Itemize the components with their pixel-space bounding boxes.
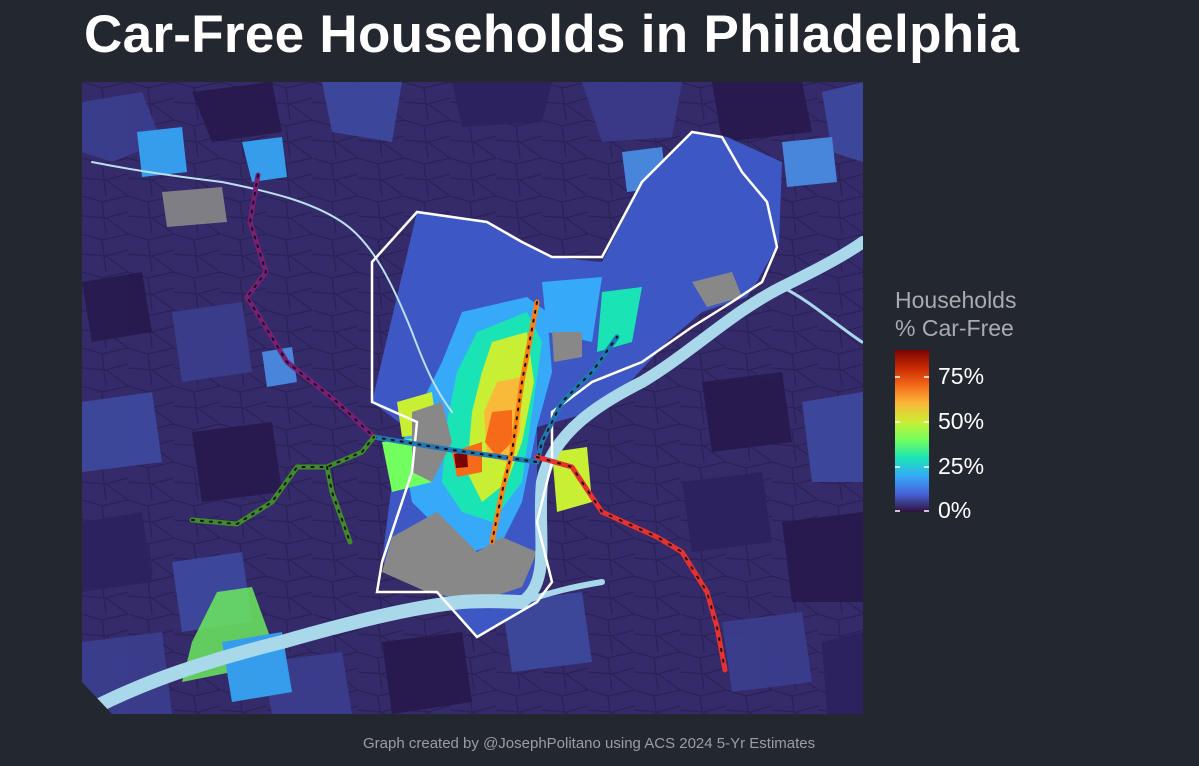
transit-lines bbox=[189, 172, 728, 673]
legend-colorbar bbox=[895, 350, 929, 512]
caption: Graph created by @JosephPolitano using A… bbox=[363, 735, 816, 752]
legend-title-line1: Households bbox=[895, 287, 1017, 313]
rivers bbox=[82, 161, 863, 714]
legend-title: Households % Car-Free bbox=[895, 286, 1016, 342]
legend-title-line2: % Car-Free bbox=[895, 315, 1014, 341]
suburban-tract-variation bbox=[82, 82, 863, 714]
legend-tick-label: 25% bbox=[938, 453, 985, 479]
legend-tick-label: 0% bbox=[938, 497, 972, 523]
legend-tick-label: 75% bbox=[938, 363, 985, 389]
map-svg bbox=[82, 82, 863, 714]
choropleth-map bbox=[82, 82, 863, 714]
city-boundary bbox=[370, 130, 779, 639]
page-title: Car-Free Households in Philadelphia bbox=[84, 5, 1020, 64]
legend-tick-label: 50% bbox=[938, 408, 985, 434]
